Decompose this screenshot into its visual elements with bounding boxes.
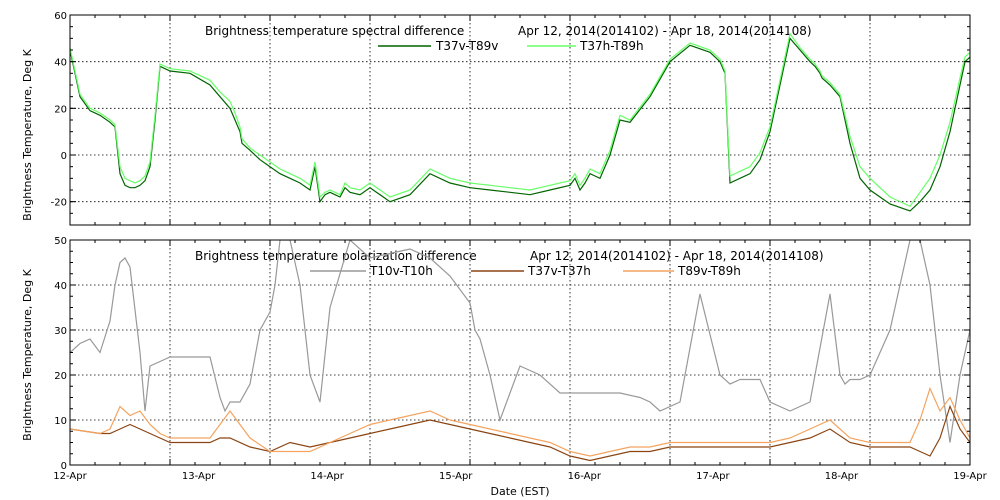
bottom-legend-label: T10v-T10h	[369, 264, 433, 278]
top-y-tick-label: 40	[54, 58, 67, 69]
top-chart-plot-area: -20 0 20 40 60 T37v-T89v T37h-T89h	[51, 11, 971, 226]
bottom-chart-plot-area: 0 10 20 30 40 50 12-Apr 13-Apr 14-Apr 15-Apr 16-Ap…	[53, 236, 987, 482]
x-tick-label: 14-Apr	[310, 471, 344, 482]
bottom-y-tick-label: 0	[61, 461, 67, 472]
bottom-series-line-t37v-t37h	[70, 404, 970, 462]
top-legend-label: T37v-T89v	[435, 39, 498, 53]
bottom-y-tick-label: 40	[54, 281, 67, 292]
bottom-chart-title: Brightness temperature polarization diff…	[195, 249, 477, 263]
bottom-series-line-t89v-t89h	[70, 386, 970, 457]
x-tick-label: 18-Apr	[825, 471, 859, 482]
top-legend-label: T37h-T89h	[579, 39, 644, 53]
bottom-legend-label: T89v-T89h	[677, 264, 741, 278]
top-y-axis-label: Brightness Temperature, Deg K	[21, 48, 34, 220]
bottom-chart-subtitle: Apr 12, 2014(2014102) - Apr 18, 2014(201…	[530, 249, 824, 263]
bottom-y-tick-label: 10	[54, 416, 67, 427]
top-y-tick-label: -20	[51, 198, 67, 209]
bottom-y-tick-label: 50	[54, 236, 67, 247]
x-axis-label: Date (EST)	[490, 485, 549, 498]
x-tick-label: 17-Apr	[696, 471, 730, 482]
bottom-series-line-t10v-t10h	[70, 240, 970, 443]
top-series-line-t37v-t89v	[70, 36, 970, 212]
top-chart-title: Brightness temperature spectral differen…	[205, 24, 464, 38]
bottom-legend-label: T37v-T37h	[527, 264, 591, 278]
bottom-y-tick-label: 20	[54, 371, 67, 382]
top-y-tick-label: 60	[54, 11, 67, 22]
x-tick-label: 19-Apr	[953, 471, 987, 482]
bottom-y-axis-label: Brightness Temperature, Deg K	[21, 268, 34, 440]
x-tick-label: 13-Apr	[182, 471, 216, 482]
x-tick-label: 16-Apr	[568, 471, 602, 482]
top-chart-subtitle: Apr 12, 2014(2014102) - Apr 18, 2014(201…	[518, 24, 812, 38]
top-series-line-t37h-t89h	[70, 32, 970, 208]
x-tick-label: 15-Apr	[439, 471, 473, 482]
top-y-tick-label: 0	[61, 151, 67, 162]
bottom-plot-frame	[69, 239, 971, 466]
top-y-tick-label: 20	[54, 104, 67, 115]
x-tick-label: 12-Apr	[53, 471, 87, 482]
bottom-y-tick-label: 30	[54, 326, 67, 337]
